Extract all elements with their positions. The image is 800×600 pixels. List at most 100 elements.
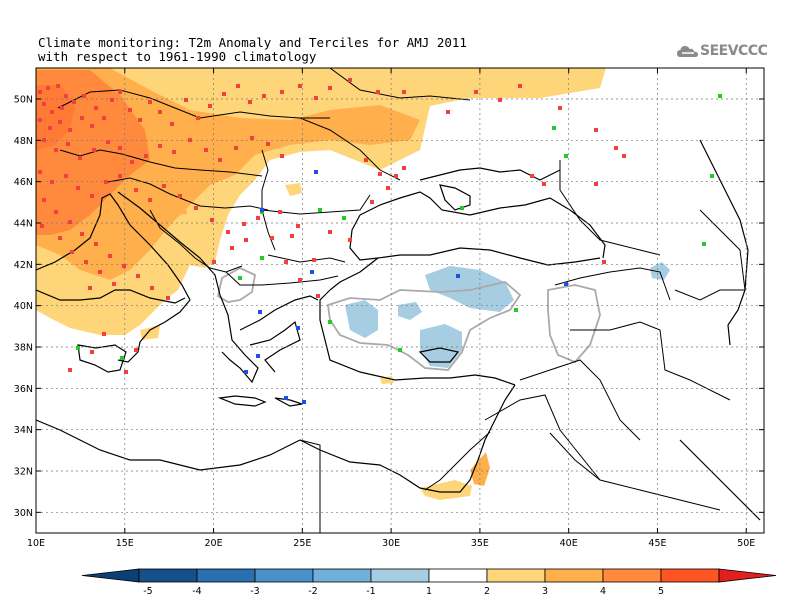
upper-tercile-marker <box>210 218 214 222</box>
colorbar-high-arrow <box>718 568 777 583</box>
latitude-labels: 30N 32N 34N 36N 38N 40N 42N 44N 46N 48N 50N <box>14 95 33 519</box>
middle-tercile-marker <box>238 276 242 280</box>
upper-tercile-marker <box>92 148 96 152</box>
upper-tercile-marker <box>118 174 122 178</box>
lower-tercile-marker <box>284 396 288 400</box>
upper-tercile-marker <box>172 150 176 154</box>
upper-tercile-marker <box>50 180 54 184</box>
upper-tercile-marker <box>94 106 98 110</box>
upper-tercile-marker <box>602 260 606 264</box>
upper-tercile-marker <box>222 92 226 96</box>
upper-tercile-marker <box>614 146 618 150</box>
upper-tercile-marker <box>42 198 46 202</box>
upper-tercile-marker <box>80 116 84 120</box>
seevccc-logo: SEEVCCC <box>676 40 768 64</box>
upper-tercile-marker <box>122 264 126 268</box>
lon-tick-label: 30E <box>382 538 400 549</box>
upper-tercile-marker <box>130 160 134 164</box>
colorbar-low-arrow <box>81 568 140 583</box>
colorbar <box>81 568 777 583</box>
upper-tercile-marker <box>474 90 478 94</box>
upper-tercile-marker <box>134 188 138 192</box>
lat-tick-label: 42N <box>14 260 33 271</box>
upper-tercile-marker <box>518 84 522 88</box>
upper-tercile-marker <box>542 182 546 186</box>
upper-tercile-marker <box>58 236 62 240</box>
lat-tick-label: 32N <box>14 467 33 478</box>
upper-tercile-marker <box>278 210 282 214</box>
upper-tercile-marker <box>106 140 110 144</box>
upper-tercile-marker <box>402 166 406 170</box>
upper-tercile-marker <box>280 90 284 94</box>
upper-tercile-marker <box>270 236 274 240</box>
upper-tercile-marker <box>148 198 152 202</box>
lon-tick-label: 50E <box>737 538 755 549</box>
upper-tercile-marker <box>46 86 50 90</box>
lower-tercile-marker <box>310 270 314 274</box>
middle-tercile-marker <box>460 206 464 210</box>
upper-tercile-marker <box>348 238 352 242</box>
colorbar-segment <box>196 568 256 583</box>
upper-tercile-marker <box>378 172 382 176</box>
upper-tercile-marker <box>218 158 222 162</box>
lon-tick-label: 25E <box>293 538 311 549</box>
upper-tercile-marker <box>40 224 44 228</box>
lat-tick-label: 30N <box>14 508 33 519</box>
colorbar-segment <box>602 568 662 583</box>
upper-tercile-marker <box>90 350 94 354</box>
upper-tercile-marker <box>128 108 132 112</box>
lon-tick-label: 45E <box>648 538 666 549</box>
upper-tercile-marker <box>38 170 42 174</box>
colorbar-segment <box>544 568 604 583</box>
upper-tercile-marker <box>212 260 216 264</box>
lat-tick-label: 50N <box>14 95 33 106</box>
upper-tercile-marker <box>196 116 200 120</box>
upper-tercile-marker <box>38 118 42 122</box>
lower-tercile-marker <box>456 274 460 278</box>
lower-tercile-marker <box>314 170 318 174</box>
upper-tercile-marker <box>314 96 318 100</box>
map-frame <box>35 67 765 534</box>
upper-tercile-marker <box>298 278 302 282</box>
middle-tercile-marker <box>398 348 402 352</box>
upper-tercile-marker <box>230 246 234 250</box>
lon-tick-label: 10E <box>27 538 45 549</box>
upper-tercile-marker <box>194 206 198 210</box>
upper-tercile-marker <box>48 126 52 130</box>
upper-tercile-marker <box>102 116 106 120</box>
upper-tercile-marker <box>226 230 230 234</box>
upper-tercile-marker <box>94 242 98 246</box>
colorbar-segment <box>138 568 198 583</box>
upper-tercile-marker <box>402 90 406 94</box>
upper-tercile-marker <box>102 332 106 336</box>
upper-tercile-marker <box>64 174 68 178</box>
upper-tercile-marker <box>558 106 562 110</box>
upper-tercile-marker <box>158 144 162 148</box>
middle-tercile-marker <box>564 154 568 158</box>
upper-tercile-marker <box>158 110 162 114</box>
upper-tercile-marker <box>348 78 352 82</box>
upper-tercile-marker <box>72 100 76 104</box>
upper-tercile-marker <box>370 200 374 204</box>
upper-tercile-marker <box>82 94 86 98</box>
middle-tercile-marker <box>514 308 518 312</box>
lat-tick-label: 36N <box>14 384 33 395</box>
upper-tercile-marker <box>178 194 182 198</box>
upper-tercile-marker <box>530 174 534 178</box>
upper-tercile-marker <box>108 254 112 258</box>
upper-tercile-marker <box>284 260 288 264</box>
colorbar-tick-label: 3 <box>542 586 548 597</box>
upper-tercile-marker <box>386 186 390 190</box>
upper-tercile-marker <box>148 100 152 104</box>
middle-tercile-marker <box>710 174 714 178</box>
upper-tercile-marker <box>280 154 284 158</box>
lower-tercile-marker <box>256 354 260 358</box>
upper-tercile-marker <box>42 102 46 106</box>
upper-tercile-marker <box>244 238 248 242</box>
lower-tercile-marker <box>564 282 568 286</box>
logo-text: SEEVCCC <box>700 43 768 59</box>
lon-tick-label: 40E <box>560 538 578 549</box>
upper-tercile-marker <box>594 128 598 132</box>
lon-tick-label: 15E <box>116 538 134 549</box>
